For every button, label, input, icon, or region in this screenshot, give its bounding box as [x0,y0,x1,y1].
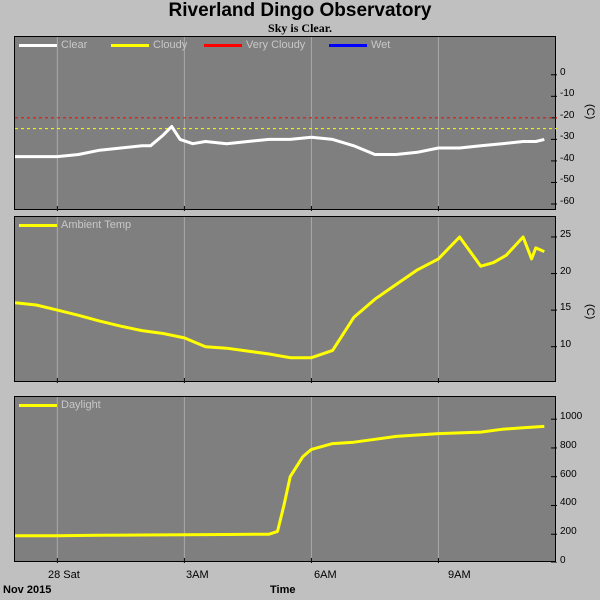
daylight-axis: 1000 800 600 400 200 0 [556,396,600,566]
y-tick-label: 400 [560,497,577,509]
daylight-plot [15,397,557,563]
legend-label-very-cloudy: Very Cloudy [246,39,306,51]
y-tick-label: 0 [560,66,566,78]
x-tick-label-6am: 6AM [314,569,337,581]
date-label: Nov 2015 [3,584,52,596]
legend-item-daylight: Daylight [19,399,101,411]
legend-label-daylight: Daylight [61,399,101,411]
y-tick-label: -10 [560,88,575,100]
x-tick-label-9am: 9AM [448,569,471,581]
y-tick-label: 0 [560,555,566,566]
sky-temp-unit: (C) [584,104,596,120]
legend-swatch-daylight [19,403,57,407]
y-tick-label: 10 [560,338,572,350]
series-line [15,125,545,159]
y-tick-label: -20 [560,109,575,121]
series-line [15,235,545,360]
legend-item-very-cloudy: Very Cloudy [204,39,305,51]
sky-temp-panel: Clear Cloudy Very Cloudy Wet [14,36,557,211]
y-tick-label: -50 [560,174,575,186]
y-tick-label: -30 [560,131,575,143]
ambient-temp-panel: Ambient Temp [14,216,557,383]
y-tick-label: 25 [560,228,572,240]
sky-temp-plot [15,37,557,211]
ambient-temp-plot [15,217,557,383]
x-axis-title: Time [270,584,296,596]
legend-item-clear: Clear [19,39,87,51]
chart-title: Riverland Dingo Observatory [168,0,432,21]
legend-label-ambient: Ambient Temp [61,219,132,231]
y-tick-label: -40 [560,152,575,164]
y-tick-label: 20 [560,265,572,277]
ambient-temp-unit: (C) [584,304,596,320]
legend-swatch-very-cloudy [204,43,242,47]
legend-item-ambient: Ambient Temp [19,219,131,231]
chart-subtitle: Sky is Clear. [268,21,332,35]
legend-label-clear: Clear [61,39,88,51]
legend-item-cloudy: Cloudy [111,39,187,51]
y-tick-label: 15 [560,302,572,314]
series-line [15,424,545,538]
legend-swatch-cloudy [111,43,149,47]
x-tick-label-28-sat: 28 Sat [48,569,80,581]
sky-temp-axis: (C) 0 -10 -20 -30 -40 -50 -60 [556,36,600,210]
legend-swatch-ambient [19,223,57,227]
y-tick-label: 200 [560,526,577,538]
legend-label-wet: Wet [371,39,391,51]
legend-label-cloudy: Cloudy [153,39,188,51]
x-tick-label-3am: 3AM [186,569,209,581]
y-tick-label: 600 [560,468,577,480]
ambient-temp-axis: (C) 25 20 15 10 [556,216,600,382]
daylight-panel: Daylight [14,396,557,563]
legend-swatch-clear [19,43,57,47]
legend-swatch-wet [329,43,367,47]
y-tick-label: 1000 [560,411,583,423]
legend-item-wet: Wet [329,39,390,51]
y-tick-label: -60 [560,196,575,207]
y-tick-label: 800 [560,439,577,451]
